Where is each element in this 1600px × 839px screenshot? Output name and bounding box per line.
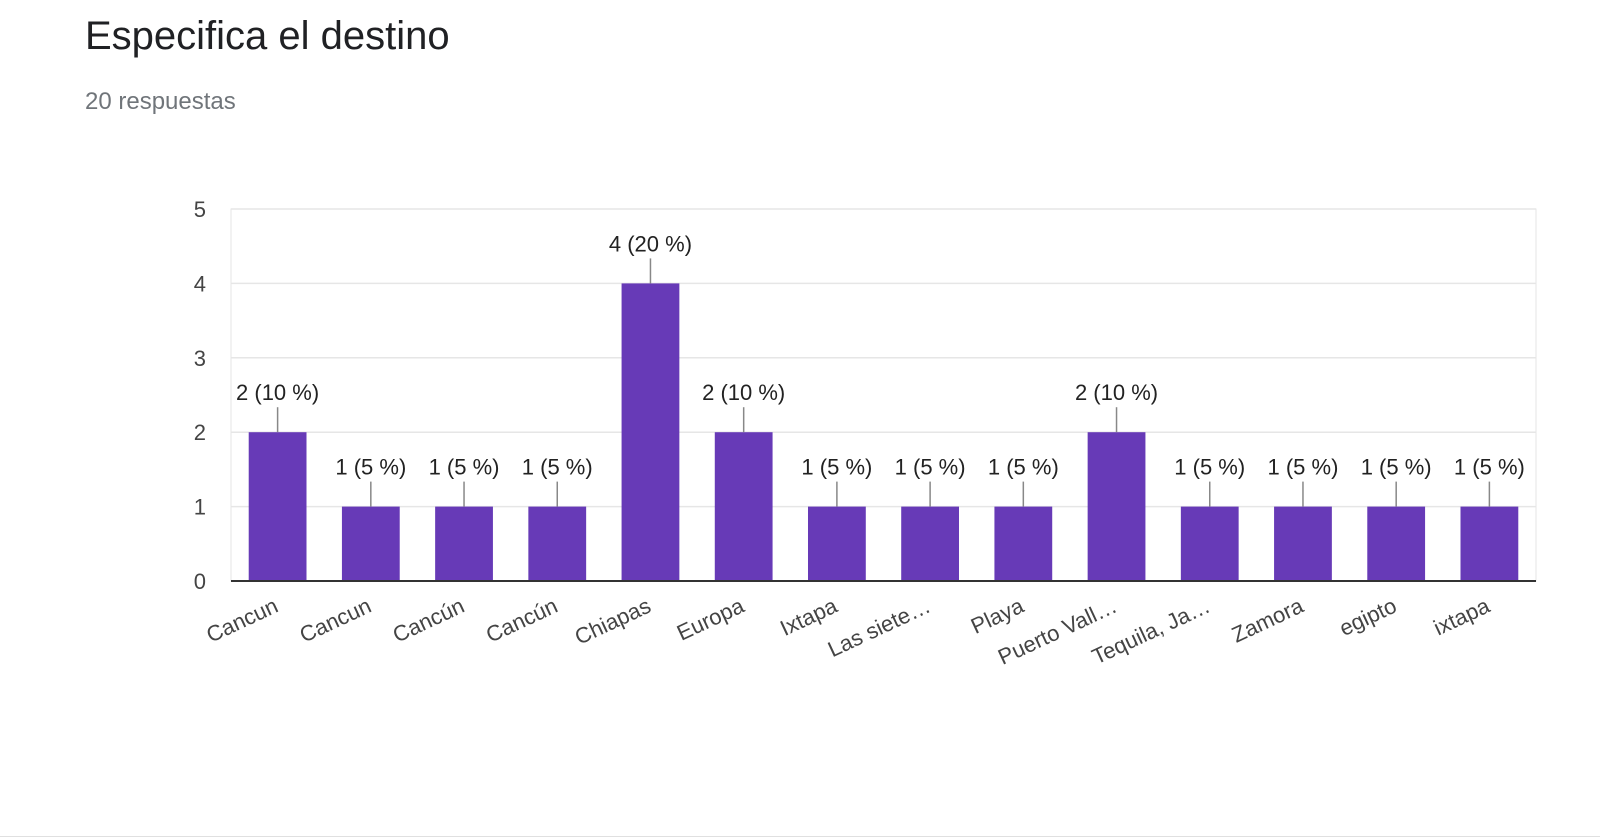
data-label: 1 (5 %) — [1268, 455, 1339, 480]
bar — [901, 506, 960, 581]
x-tick-label: Chiapas — [571, 593, 655, 650]
x-tick-label: Zamora — [1228, 593, 1308, 648]
bar — [1274, 506, 1332, 581]
bar — [621, 283, 680, 581]
x-tick-label: Cancún — [389, 593, 468, 648]
y-tick-label: 4 — [194, 271, 206, 296]
data-label: 1 (5 %) — [895, 455, 966, 480]
data-label: 1 (5 %) — [1361, 455, 1432, 480]
y-tick-label: 5 — [194, 197, 206, 222]
x-tick-label: Ixtapa — [776, 593, 842, 641]
x-tick-label: Cancun — [296, 593, 375, 648]
y-tick-label: 3 — [194, 346, 206, 371]
bar — [1367, 506, 1426, 581]
x-tick-label: Playa — [967, 593, 1028, 639]
bottom-divider — [0, 836, 1600, 837]
data-label: 1 (5 %) — [801, 455, 872, 480]
y-tick-label: 0 — [194, 569, 206, 594]
data-label: 2 (10 %) — [1075, 380, 1158, 405]
question-title: Especifica el destino — [85, 14, 450, 58]
bar — [435, 506, 493, 581]
data-label: 1 (5 %) — [522, 455, 593, 480]
bar — [341, 506, 400, 581]
y-tick-label: 2 — [194, 420, 206, 445]
x-tick-label: Cancún — [482, 593, 561, 648]
bar — [1180, 506, 1239, 581]
plot-frame — [230, 208, 1537, 582]
x-tick-label: egipto — [1335, 593, 1400, 641]
data-label: 2 (10 %) — [236, 380, 319, 405]
data-label: 2 (10 %) — [702, 380, 785, 405]
bar — [1087, 432, 1146, 581]
data-label: 1 (5 %) — [1174, 455, 1245, 480]
bar — [714, 432, 773, 581]
bar — [528, 506, 587, 581]
x-tick-label: Cancun — [202, 593, 281, 648]
bar — [248, 432, 307, 581]
data-label: 1 (5 %) — [1454, 455, 1525, 480]
bar — [1460, 506, 1519, 581]
response-count: 20 respuestas — [85, 88, 236, 115]
bar — [994, 506, 1053, 581]
data-label: 4 (20 %) — [609, 231, 692, 256]
x-tick-label: Europa — [673, 593, 749, 646]
x-tick-label: ixtapa — [1430, 593, 1494, 641]
bar — [807, 506, 866, 581]
y-tick-label: 1 — [194, 495, 206, 520]
data-label: 1 (5 %) — [988, 455, 1059, 480]
x-tick-label: Las siete… — [824, 593, 934, 662]
data-label: 1 (5 %) — [429, 455, 500, 480]
data-label: 1 (5 %) — [335, 455, 406, 480]
